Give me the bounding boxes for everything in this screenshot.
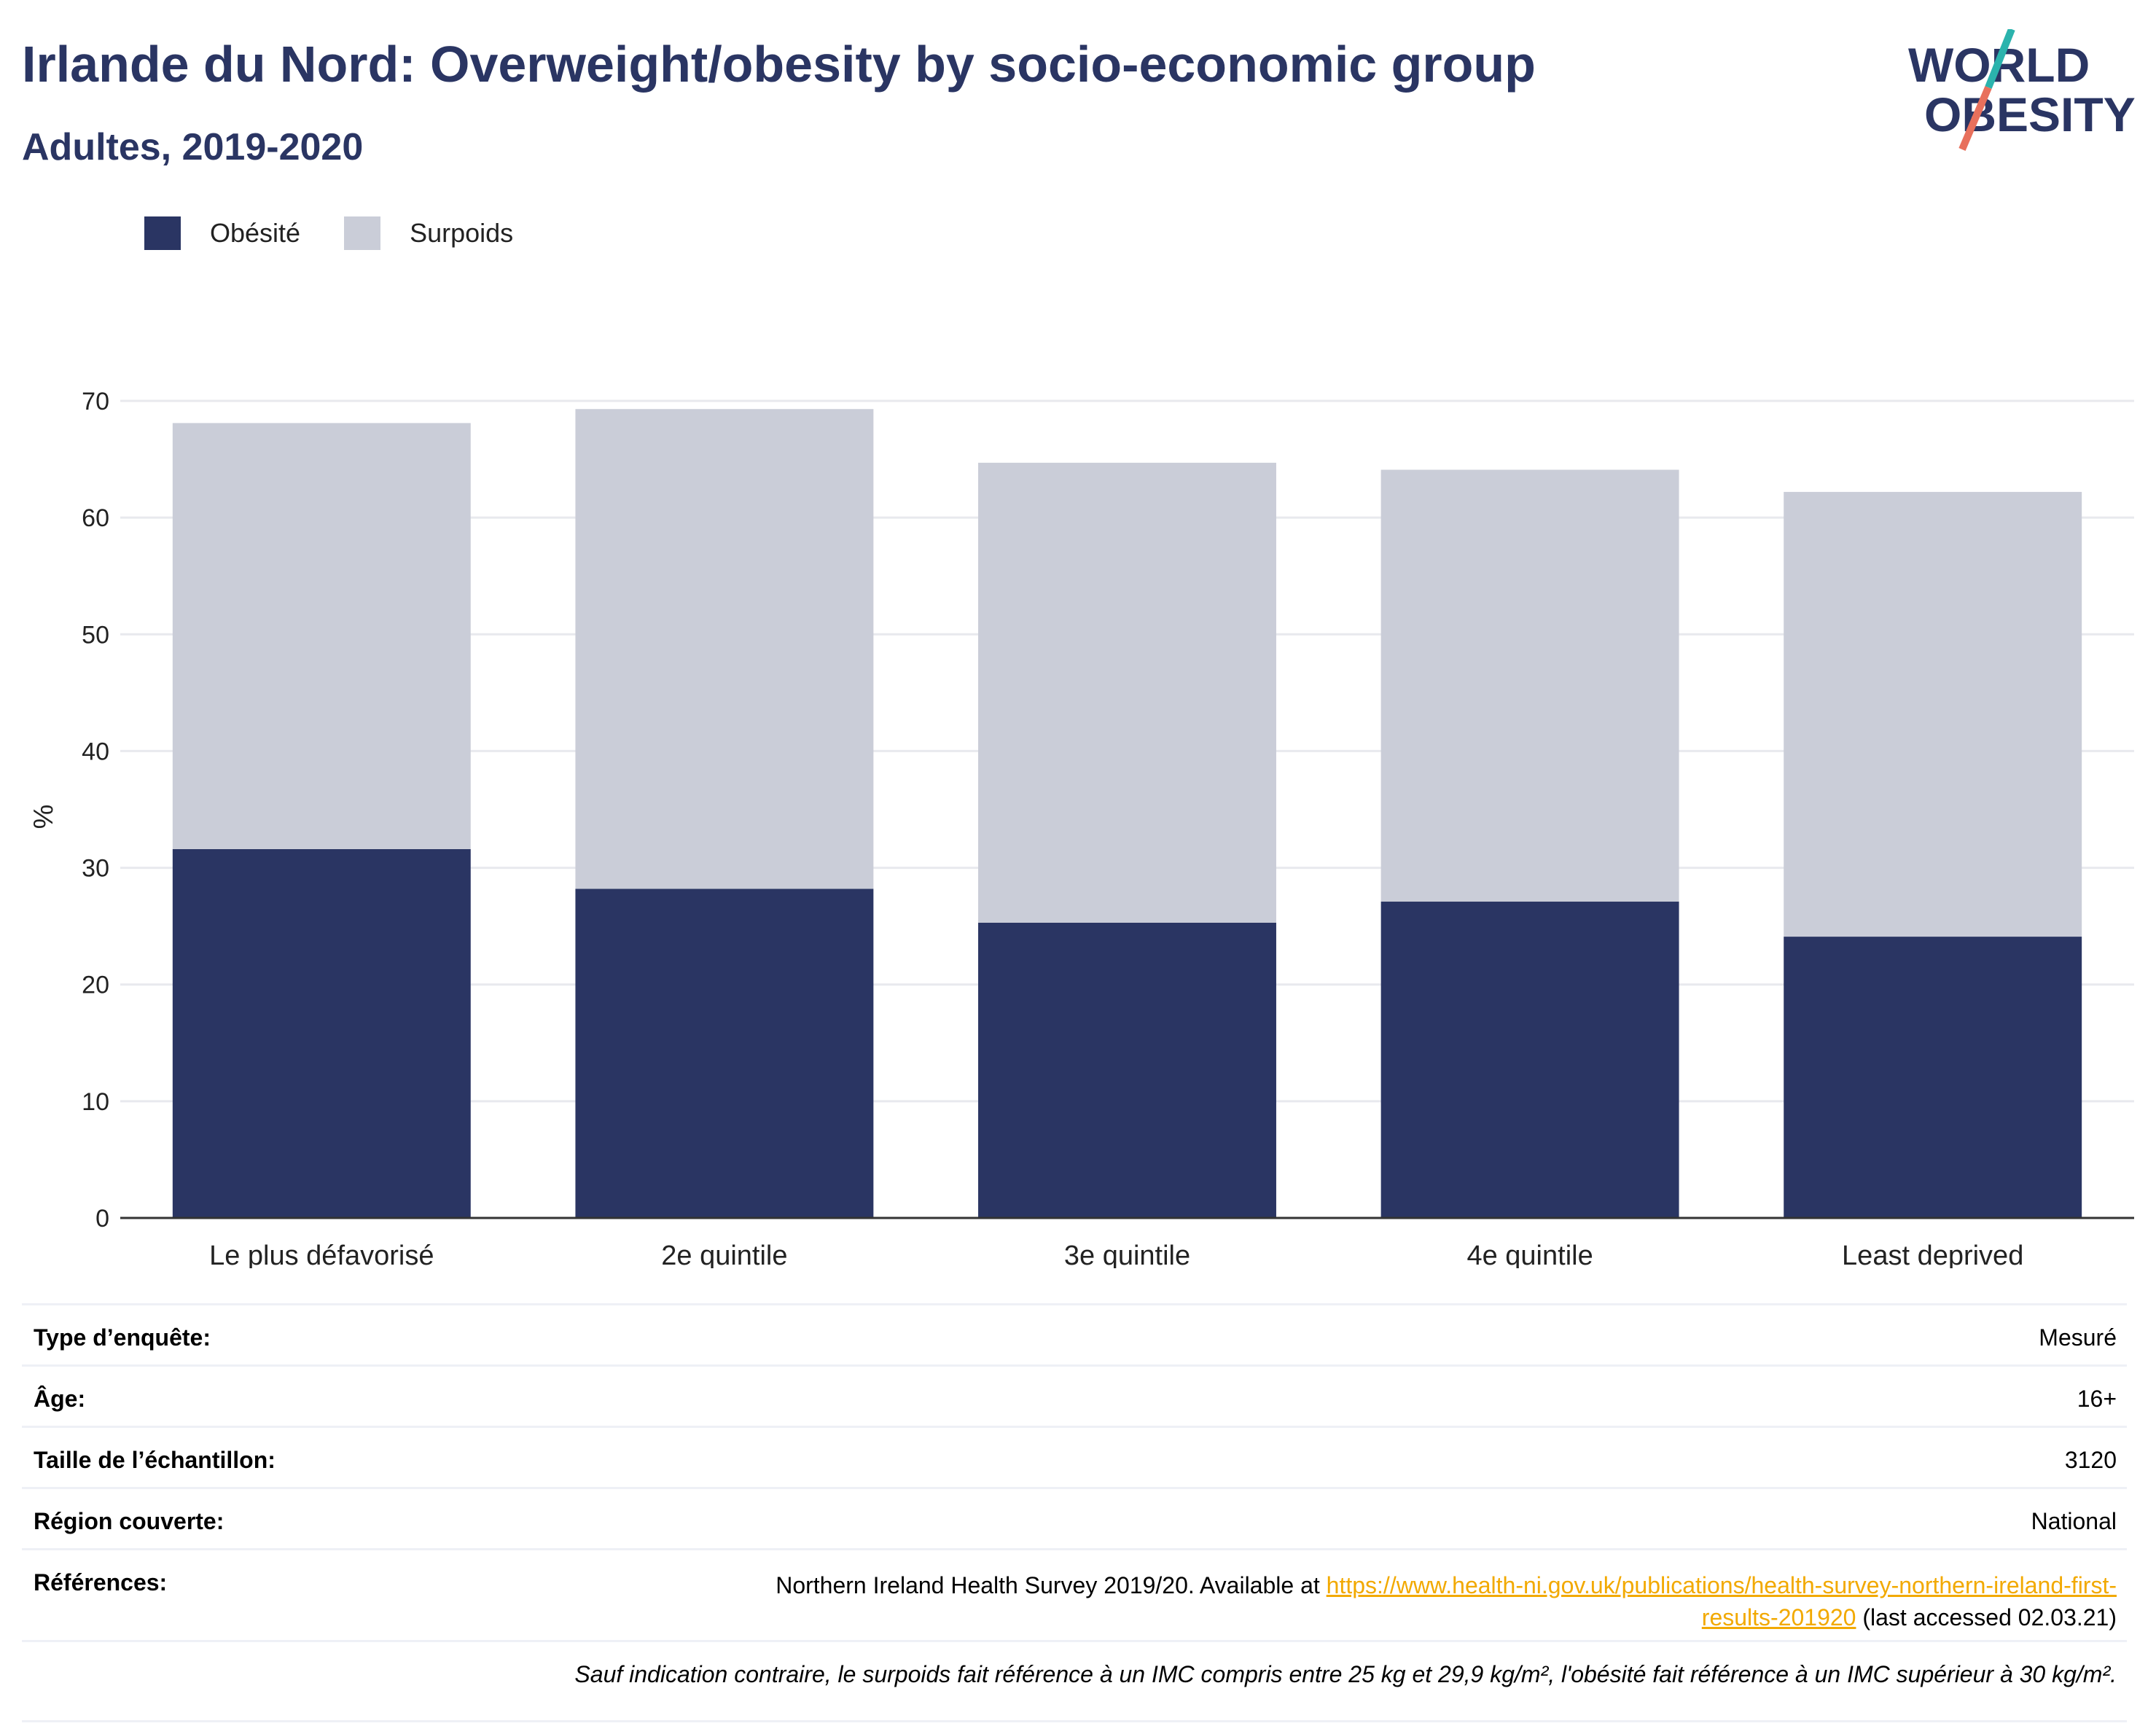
y-tick-label: 0 (95, 1205, 109, 1233)
x-tick-label: Least deprived (1842, 1241, 2023, 1268)
bar-obesity (172, 848, 471, 1218)
legend-swatch-overweight (344, 216, 381, 250)
bar-overweight (1380, 469, 1679, 902)
meta-key: Taille de l’échantillon: (34, 1447, 276, 1473)
meta-value: Mesuré (2039, 1324, 2117, 1351)
bar-obesity (575, 889, 874, 1218)
survey-metadata: Type d’enquête: Mesuré Âge: 16+ Taille d… (22, 1303, 2127, 1722)
bar-overweight (575, 409, 874, 889)
bar-overweight (1784, 491, 2082, 937)
meta-row-region: Région couverte: National (22, 1487, 2127, 1548)
references-text: Northern Ireland Health Survey 2019/20. … (776, 1569, 2117, 1633)
y-tick-label: 60 (82, 504, 109, 532)
references-suffix: (last accessed 02.03.21) (1856, 1604, 2117, 1630)
bar-overweight (172, 423, 471, 849)
y-tick-label: 40 (82, 738, 109, 765)
bar-obesity (1784, 937, 2082, 1218)
meta-row-age: Âge: 16+ (22, 1364, 2127, 1426)
y-tick-label: 30 (82, 855, 109, 883)
y-tick-label: 70 (82, 388, 109, 415)
chart-title: Irlande du Nord: Overweight/obesity by s… (22, 36, 1536, 93)
meta-row-references: Références: Northern Ireland Health Surv… (22, 1548, 2127, 1640)
logo-word-obesity: OBESITY (1924, 87, 2136, 141)
legend-label-obesity: Obésité (210, 218, 301, 248)
bar-obesity (1380, 902, 1679, 1218)
chart-legend: Obésité Surpoids (144, 216, 557, 250)
references-prefix: Northern Ireland Health Survey 2019/20. … (776, 1572, 1327, 1598)
references-link[interactable]: https://www.health-ni.gov.uk/publication… (1326, 1572, 2117, 1630)
meta-value: 3120 (2064, 1447, 2117, 1473)
x-tick-label: 2e quintile (661, 1241, 787, 1268)
x-tick-label: 4e quintile (1466, 1241, 1593, 1268)
meta-value: National (2031, 1508, 2117, 1534)
legend-label-overweight: Surpoids (410, 218, 514, 248)
x-tick-label: Le plus défavorisé (209, 1241, 434, 1268)
meta-value: 16+ (2077, 1386, 2117, 1412)
meta-key: Âge: (34, 1386, 86, 1412)
meta-key: Type d’enquête: (34, 1324, 211, 1351)
chart-subtitle: Adultes, 2019-2020 (22, 126, 364, 168)
y-tick-label: 50 (82, 621, 109, 649)
legend-swatch-obesity (144, 216, 181, 250)
meta-key: Région couverte: (34, 1508, 224, 1534)
x-tick-label: 3e quintile (1064, 1241, 1190, 1268)
stacked-bar-chart: 0 10 20 30 40 50 60 70% Le plus défavorisé 2e qui… (28, 388, 2134, 1268)
logo-slash-coral (1958, 86, 1992, 151)
bar-overweight (978, 462, 1276, 923)
definition-note: Sauf indication contraire, le surpoids f… (22, 1640, 2127, 1701)
world-obesity-logo: WORLD OBESITY (1908, 29, 2136, 151)
meta-row-survey-type: Type d’enquête: Mesuré (22, 1303, 2127, 1364)
y-tick-label: 20 (82, 972, 109, 999)
divider (22, 1720, 2127, 1722)
y-tick-label: 10 (82, 1088, 109, 1116)
logo-slash-teal (1985, 29, 2015, 89)
y-axis-label: % (28, 805, 59, 829)
bar-obesity (978, 922, 1276, 1218)
meta-row-sample-size: Taille de l’échantillon: 3120 (22, 1426, 2127, 1487)
meta-key: Références: (34, 1569, 168, 1596)
